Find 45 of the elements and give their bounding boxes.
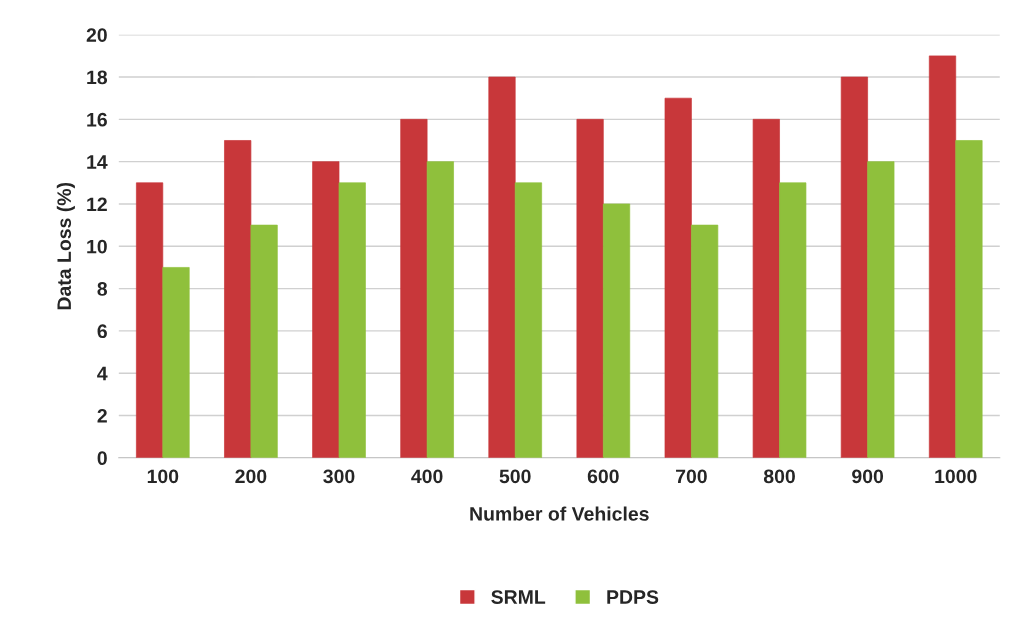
bar (338, 182, 366, 458)
bar (691, 224, 719, 458)
bar (576, 118, 604, 458)
bar (928, 55, 957, 458)
bar (488, 76, 516, 458)
x-tick-label: 1000 (935, 469, 977, 484)
y-tick-label: 0 (97, 451, 107, 466)
x-tick-label: 500 (499, 469, 531, 484)
y-tick-label: 2 (97, 408, 107, 423)
bar (664, 97, 692, 458)
bar (752, 118, 780, 458)
y-tick-label: 4 (97, 366, 108, 381)
bar (779, 182, 807, 458)
bar (400, 118, 428, 458)
legend-label: SRML (491, 590, 546, 604)
x-tick-label: 300 (323, 469, 355, 484)
bar (867, 161, 895, 458)
y-tick-label: 16 (87, 112, 107, 127)
bar (312, 161, 340, 458)
y-tick-label: 12 (87, 197, 107, 212)
x-tick-label: 800 (763, 469, 795, 484)
x-axis-title: Number of Vehicles (470, 506, 649, 521)
legend-label: PDPS (607, 590, 659, 604)
bar (162, 267, 190, 458)
bar (840, 76, 868, 458)
y-tick-label: 14 (87, 155, 108, 169)
y-tick-label: 10 (87, 239, 107, 254)
x-tick-label: 100 (147, 469, 179, 484)
y-tick-label: 6 (97, 324, 107, 339)
bar (602, 203, 631, 458)
x-tick-label: 600 (587, 469, 619, 484)
bar (250, 224, 278, 458)
y-tick-label: 8 (97, 282, 108, 296)
y-tick-label: 18 (87, 70, 108, 85)
bar (955, 140, 983, 458)
bar (136, 182, 164, 458)
x-tick-label: 700 (676, 469, 707, 484)
bar (426, 161, 454, 458)
x-tick-label: 400 (411, 469, 443, 484)
y-tick-label: 20 (86, 28, 107, 42)
y-axis-title: Data Loss (%) (56, 182, 75, 310)
bar (514, 182, 542, 458)
x-tick-label: 900 (852, 469, 884, 484)
x-tick-label: 200 (235, 469, 267, 484)
bar (224, 140, 252, 458)
